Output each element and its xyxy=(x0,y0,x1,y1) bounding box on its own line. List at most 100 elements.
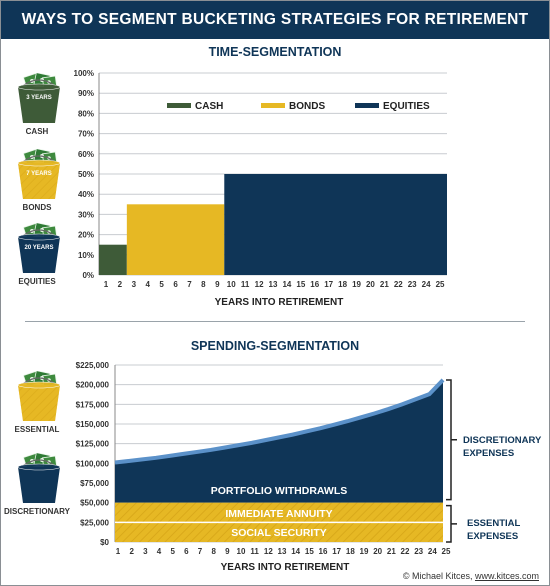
x-tick-label: 12 xyxy=(264,547,273,556)
page-title: WAYS TO SEGMENT BUCKETING STRATEGIES FOR… xyxy=(21,11,529,66)
legend-label-bonds: BONDS xyxy=(289,101,325,112)
x-tick-label: 5 xyxy=(159,280,164,289)
label-immediate-annuity: IMMEDIATE ANNUITY xyxy=(225,508,332,520)
x-tick-label: 23 xyxy=(414,547,423,556)
x-tick-label: 13 xyxy=(269,280,278,289)
y-tick-label: 40% xyxy=(78,190,94,199)
y-tick-label: 10% xyxy=(78,251,94,260)
x-tick-label: 3 xyxy=(143,547,148,556)
legend-swatch-equities xyxy=(355,103,379,108)
y-tick-label: 70% xyxy=(78,130,94,139)
legend-swatch-cash xyxy=(167,103,191,108)
x-tick-label: 6 xyxy=(173,280,178,289)
x-tick-label: 22 xyxy=(394,280,403,289)
label-social-security: SOCIAL SECURITY xyxy=(231,527,326,539)
x-tick-label: 15 xyxy=(305,547,314,556)
x-tick-label: 18 xyxy=(346,547,355,556)
y-tick-label: $125,000 xyxy=(76,440,110,449)
x-tick-label: 17 xyxy=(324,280,333,289)
x-tick-label: 10 xyxy=(237,547,246,556)
bucket-years-text: 7 YEARS xyxy=(26,171,52,177)
bar-bonds xyxy=(126,204,225,275)
x-tick-label: 7 xyxy=(198,547,203,556)
credit-link[interactable]: www.kitces.com xyxy=(474,571,539,581)
y-tick-label: $200,000 xyxy=(76,381,110,390)
legend-label-cash: CASH xyxy=(195,101,223,112)
label-portfolio-withdrawls: PORTFOLIO WITHDRAWLS xyxy=(211,485,348,497)
x-tick-label: 8 xyxy=(211,547,216,556)
x-tick-label: 11 xyxy=(250,547,259,556)
x-tick-label: 12 xyxy=(255,280,264,289)
x-tick-label: 1 xyxy=(104,280,109,289)
y-tick-label: 0% xyxy=(82,271,94,280)
bonds-bucket: 7 YEARS xyxy=(13,148,65,206)
money-bucket-icon xyxy=(17,370,61,421)
equities-bucket-label: EQUITIES xyxy=(18,277,56,286)
legend-label-equities: EQUITIES xyxy=(383,101,430,112)
cash-bucket: 3 YEARS xyxy=(13,72,65,130)
area-portfolio-withdrawls xyxy=(115,379,443,503)
y-tick-label: 60% xyxy=(78,150,94,159)
line-total-spending xyxy=(114,378,445,465)
x-tick-label: 9 xyxy=(215,280,220,289)
x-tick-label: 19 xyxy=(360,547,369,556)
y-tick-label: 50% xyxy=(78,170,94,179)
x-tick-label: 21 xyxy=(387,547,396,556)
y-tick-label: 20% xyxy=(78,231,94,240)
x-tick-label: 9 xyxy=(225,547,230,556)
y-tick-label: 80% xyxy=(78,109,94,118)
bar-equities xyxy=(224,174,447,275)
x-tick-label: 4 xyxy=(157,547,162,556)
essential-bucket-label: ESSENTIAL xyxy=(14,425,60,434)
x-tick-label: 24 xyxy=(428,547,437,556)
time-segmentation-title: TIME-SEGMENTATION xyxy=(208,45,342,59)
x-tick-label: 3 xyxy=(132,280,137,289)
section-divider xyxy=(25,321,525,322)
bonds-bucket-label: BONDS xyxy=(22,203,52,212)
discretionary-bucket xyxy=(13,452,65,510)
x-tick-label: 25 xyxy=(442,547,451,556)
spending-segmentation-title: SPENDING-SEGMENTATION xyxy=(190,339,360,353)
discretionary-bracket xyxy=(446,379,457,501)
annotation-discretionary-line1: DISCRETIONARY xyxy=(463,435,542,446)
x-tick-label: 19 xyxy=(352,280,361,289)
annotation-essential-line2: EXPENSES xyxy=(467,531,518,542)
y-tick-label: 90% xyxy=(78,89,94,98)
x-tick-label: 16 xyxy=(310,280,319,289)
x-tick-label: 24 xyxy=(422,280,431,289)
x-tick-label: 13 xyxy=(278,547,287,556)
x-tick-label: 8 xyxy=(201,280,206,289)
x-tick-label: 2 xyxy=(129,547,134,556)
x-tick-label: 21 xyxy=(380,280,389,289)
cash-bucket-label: CASH xyxy=(25,127,49,136)
x-tick-label: 20 xyxy=(366,280,375,289)
y-tick-label: $100,000 xyxy=(76,459,110,468)
money-bucket-icon xyxy=(17,452,61,503)
legend-swatch-bonds xyxy=(261,103,285,108)
y-tick-label: $25,000 xyxy=(80,518,109,527)
y-tick-label: 100% xyxy=(74,69,94,78)
x-tick-label: 15 xyxy=(296,280,305,289)
bar-cash xyxy=(99,244,127,275)
equities-bucket: 20 YEARS xyxy=(13,222,65,280)
credit: © Michael Kitces, www.kitces.com xyxy=(403,571,539,581)
x-tick-label: 2 xyxy=(118,280,123,289)
x-axis-label: YEARS INTO RETIREMENT xyxy=(221,562,350,573)
x-tick-label: 4 xyxy=(145,280,150,289)
bucket-years-text: 3 YEARS xyxy=(26,95,52,101)
money-bucket-icon xyxy=(17,148,61,199)
x-tick-label: 23 xyxy=(408,280,417,289)
annotation-essential-line1: ESSENTIAL xyxy=(467,518,521,529)
y-tick-label: $175,000 xyxy=(76,400,110,409)
annotation-discretionary-line2: EXPENSES xyxy=(463,448,514,459)
y-tick-label: 30% xyxy=(78,210,94,219)
y-tick-label: $150,000 xyxy=(76,420,110,429)
x-tick-label: 5 xyxy=(170,547,175,556)
essential-bucket xyxy=(13,370,65,428)
x-tick-label: 14 xyxy=(282,280,291,289)
y-tick-label: $0 xyxy=(100,538,109,547)
discretionary-bucket-label: DISCRETIONARY xyxy=(4,507,70,516)
y-tick-label: $225,000 xyxy=(76,361,110,370)
x-tick-label: 10 xyxy=(227,280,236,289)
